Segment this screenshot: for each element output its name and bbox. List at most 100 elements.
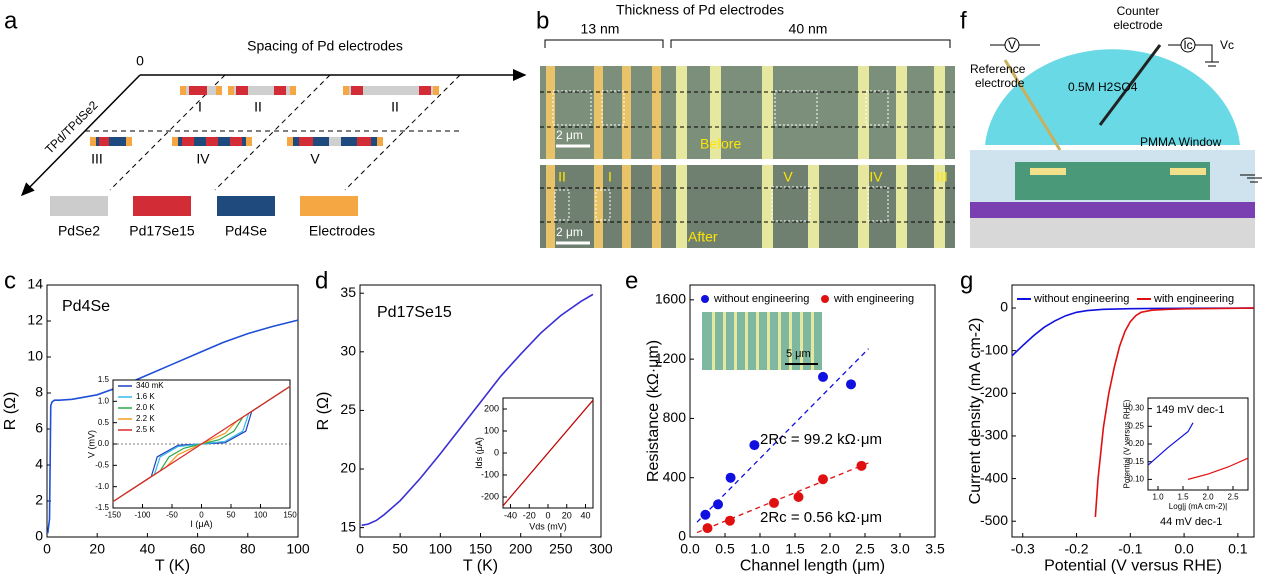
region-label: II bbox=[558, 169, 566, 185]
data-line bbox=[46, 319, 299, 534]
x-tick-label: -0.1 bbox=[1118, 540, 1142, 556]
legend-label: Pd17Se15 bbox=[129, 223, 195, 239]
electrode bbox=[1170, 168, 1206, 175]
legend-swatch bbox=[217, 196, 275, 216]
electrode-label: Counter bbox=[1117, 4, 1160, 18]
scale-label: 2 μm bbox=[556, 128, 583, 142]
electrode-stripes bbox=[546, 66, 945, 248]
x-tick-label: 20 bbox=[89, 540, 105, 556]
x-tick-label: -0.2 bbox=[1064, 540, 1088, 556]
x-tick-label: 0 bbox=[43, 540, 51, 556]
y-tick-label: -1.5 bbox=[95, 503, 109, 512]
circuit-wire bbox=[990, 44, 1262, 183]
y-tick-label: 0.10 bbox=[1128, 474, 1144, 483]
device bbox=[287, 137, 383, 146]
x-tick-label: 1.5 bbox=[785, 540, 805, 556]
device-label: III bbox=[91, 151, 103, 167]
device bbox=[90, 137, 132, 146]
x-axis-label: T (K) bbox=[155, 558, 190, 575]
data-point bbox=[700, 509, 711, 520]
legend-label: 2.5 K bbox=[136, 425, 155, 434]
annotation: 44 mV dec-1 bbox=[1160, 516, 1222, 528]
data-line bbox=[1147, 422, 1194, 466]
legend-swatch bbox=[133, 196, 191, 216]
y-tick-label: 1.0 bbox=[98, 396, 110, 405]
electrolyte-label: 0.5M H2SO4 bbox=[1068, 80, 1138, 94]
micrograph bbox=[540, 165, 955, 248]
y-axis-label: Current density (mA cm-2) bbox=[967, 318, 984, 505]
legend-label: 340 mK bbox=[136, 381, 164, 390]
device bbox=[172, 137, 252, 146]
inset-stripe bbox=[778, 312, 781, 370]
x-axis-label: I (μA) bbox=[190, 519, 212, 529]
panel-label: d bbox=[315, 267, 328, 294]
data-point bbox=[793, 491, 804, 502]
bracket-label: 40 nm bbox=[789, 21, 828, 37]
x-tick-label: 0.1 bbox=[1228, 540, 1248, 556]
y-tick-label: -200 bbox=[980, 384, 1008, 400]
annotation: 149 mV dec-1 bbox=[1156, 404, 1224, 416]
chart-title: Pd17Se15 bbox=[377, 304, 452, 321]
y-tick-label: 35 bbox=[340, 284, 356, 300]
y-tick-label: 12 bbox=[27, 312, 43, 328]
x-tick-label: 1.0 bbox=[750, 540, 770, 556]
annotation: 2Rc = 99.2 kΩ·μm bbox=[760, 431, 882, 448]
panel-label: f bbox=[960, 7, 967, 34]
y-tick-label: 0 bbox=[35, 528, 43, 544]
electrode-label: electrode bbox=[1113, 18, 1163, 32]
y-tick-label: 10 bbox=[27, 348, 43, 364]
y-axis-label: R (Ω) bbox=[315, 392, 332, 431]
y-tick-label: 0.15 bbox=[1128, 457, 1144, 466]
axis-label: TPd/TPdSe2 bbox=[42, 98, 101, 157]
y-tick-label: -200 bbox=[481, 491, 499, 501]
y-tick-label: -500 bbox=[980, 512, 1008, 528]
inset-stripe bbox=[712, 312, 715, 370]
y-axis-label: R (Ω) bbox=[2, 392, 19, 431]
y-tick-label: 8 bbox=[35, 384, 43, 400]
y-tick-label: 800 bbox=[663, 409, 687, 425]
inset-stripe bbox=[789, 312, 792, 370]
electrode-label: electrode bbox=[975, 76, 1025, 90]
x-tick-label: 50 bbox=[392, 540, 408, 556]
bracket-label: 13 nm bbox=[581, 21, 620, 37]
x-tick-label: 100 bbox=[429, 540, 453, 556]
region-label: I bbox=[608, 169, 612, 185]
scale-label: 2 μm bbox=[556, 225, 583, 239]
data-line bbox=[502, 399, 594, 507]
x-tick-label: 150 bbox=[283, 510, 297, 519]
x-tick-label: 300 bbox=[589, 540, 613, 556]
y-tick-label: 200 bbox=[484, 403, 499, 413]
data-line bbox=[112, 385, 291, 503]
y-tick-label: 0 bbox=[494, 447, 499, 457]
inset-scale-label: 5 μm bbox=[786, 348, 811, 360]
chart: 0.0 0.5 1.0 1.5 2.0 2.5 3.0 3.5 0 400 800 1200 1600 C… bbox=[645, 284, 945, 575]
x-tick-label: 1.5 bbox=[1177, 492, 1189, 501]
device-label: I bbox=[198, 99, 202, 115]
electrolyte-drop bbox=[985, 49, 1240, 145]
x-axis-label: Channel length (μm) bbox=[740, 558, 885, 575]
panel-b: Thickness of Pd electrodes 13 nm 40 nm 2… bbox=[540, 2, 955, 248]
data-line bbox=[1094, 307, 1255, 518]
y-tick-label: 100 bbox=[484, 425, 499, 435]
y-tick-label: 15 bbox=[340, 518, 356, 534]
electrode bbox=[1030, 168, 1066, 175]
legend-label: with engineering bbox=[1153, 293, 1234, 305]
axis-arrow bbox=[20, 74, 141, 197]
x-tick-label: 0 bbox=[545, 510, 550, 520]
x-tick-label: 100 bbox=[286, 540, 310, 556]
y-tick-label: 400 bbox=[663, 468, 687, 484]
x-axis-label: T (K) bbox=[463, 558, 498, 575]
y-tick-label: -400 bbox=[980, 469, 1008, 485]
x-tick-label: 0.0 bbox=[1174, 540, 1194, 556]
y-axis-label: V (mV) bbox=[87, 430, 97, 458]
x-axis-label: Potential (V versus RHE) bbox=[1044, 558, 1222, 575]
y-tick-label: 0.30 bbox=[1128, 404, 1144, 413]
annotation: 2Rc = 0.56 kΩ·μm bbox=[760, 509, 882, 526]
panel-label: b bbox=[536, 7, 549, 34]
device bbox=[180, 86, 222, 95]
y-axis-label: Potential (V versus RHE) bbox=[1122, 399, 1131, 488]
state-label: After bbox=[688, 229, 718, 245]
origin-label: 0 bbox=[136, 53, 144, 69]
